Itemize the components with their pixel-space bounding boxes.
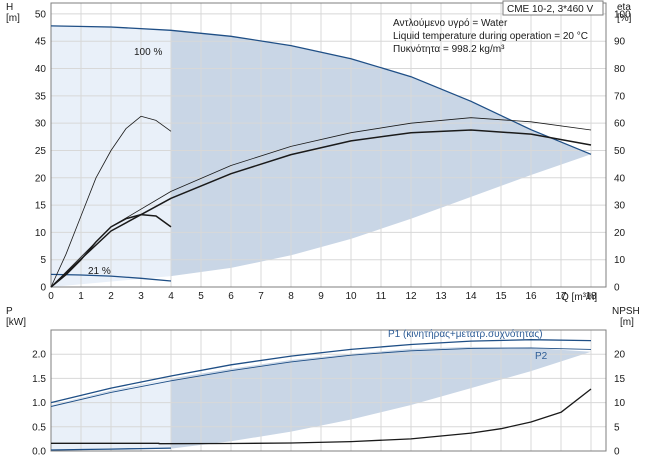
top-ytick-left: 15	[35, 201, 47, 212]
top-ytick-left: 0	[40, 283, 46, 294]
top-xtick: 0	[48, 291, 54, 302]
top-xtick: 8	[288, 291, 294, 302]
top-ytick-right: 70	[614, 91, 626, 102]
top-ytick-left: 40	[35, 64, 47, 75]
top-series-h-100	[50, 25, 592, 155]
h-axis-label: H	[6, 2, 13, 13]
top-xtick: 13	[435, 291, 447, 302]
top-xtick: 6	[228, 291, 234, 302]
p-axis-label: P	[6, 306, 13, 317]
eta-axis-unit: [%]	[617, 13, 632, 24]
top-xtick: 7	[258, 291, 264, 302]
bottom-ytick-right: 15	[614, 374, 626, 385]
top-xtick: 10	[345, 291, 357, 302]
top-ytick-right: 10	[614, 255, 626, 266]
info-line-temperature: Liquid temperature during operation = 20…	[393, 31, 588, 42]
top-ytick-right: 100	[614, 9, 631, 20]
top-series-h-21	[50, 273, 172, 282]
bottom-series-p1	[50, 339, 592, 404]
top-ytick-left: 35	[35, 91, 47, 102]
top-ytick-left: 20	[35, 173, 47, 184]
top-frame	[50, 2, 607, 288]
h-axis-unit: [m]	[6, 13, 20, 24]
top-ytick-left: 25	[35, 146, 47, 157]
top-ytick-right: 0	[614, 283, 620, 294]
top-xtick: 4	[168, 291, 174, 302]
power-npsh-plot: 0.0 0.5 1.0 1.5 2.0 0 5 10 15 20	[32, 329, 626, 458]
top-ytick-right: 30	[614, 201, 626, 212]
bottom-ytick-right: 10	[614, 398, 626, 409]
bottom-series-npsh	[51, 388, 592, 445]
bottom-ytick-right: 20	[614, 350, 626, 361]
bottom-ytick-left: 1.5	[32, 374, 46, 385]
npsh-axis-label: NPSH	[612, 306, 640, 317]
bottom-ytick-left: 0.0	[32, 447, 46, 458]
bottom-ytick-right: 5	[614, 422, 620, 433]
top-series-eta-21-thin	[50, 115, 172, 288]
top-xtick: 9	[318, 291, 324, 302]
bottom-frame	[50, 329, 607, 452]
info-line-fluid: Αντλούμενο υγρό = Water	[393, 17, 508, 29]
top-xtick: 12	[405, 291, 417, 302]
chart-title: CME 10-2, 3*460 V	[507, 4, 593, 15]
label-p2: P2	[535, 351, 548, 362]
top-xtick: 18	[585, 291, 597, 302]
top-ytick-left: 5	[40, 255, 46, 266]
bottom-series-p-21	[50, 447, 172, 451]
top-xtick: 3	[138, 291, 144, 302]
p-axis-unit: [kW]	[6, 317, 26, 328]
bottom-ytick-left: 1.0	[32, 398, 46, 409]
info-line-density: Πυκνότητα = 998.2 kg/m³	[393, 43, 505, 55]
top-series-eta-21-thick	[50, 213, 172, 288]
bottom-ytick-right: 0	[614, 447, 620, 458]
npsh-axis-unit: [m]	[620, 317, 634, 328]
label-p1: P1 (κινητήρας+μετατρ.συχνότητας)	[388, 328, 543, 340]
top-xtick: 15	[495, 291, 507, 302]
q-axis-label: Q [m³/h]	[561, 292, 597, 303]
top-xtick: 11	[376, 291, 387, 302]
title-box	[502, 0, 604, 16]
label-21-percent: 21 %	[88, 266, 111, 277]
top-ytick-left: 50	[35, 9, 47, 20]
label-100-percent: 100 %	[134, 47, 162, 58]
bottom-ytick-left: 2.0	[32, 350, 46, 361]
top-xtick: 16	[525, 291, 537, 302]
top-ytick-right: 50	[614, 146, 626, 157]
top-xtick: 17	[555, 291, 567, 302]
eta-axis-label: eta	[617, 2, 631, 13]
top-xtick: 2	[108, 291, 114, 302]
top-ytick-right: 40	[614, 173, 626, 184]
bottom-series-p2	[50, 347, 592, 407]
head-efficiency-plot: 0510152025303540455001020304050607080901…	[35, 2, 631, 302]
top-series-eta-100-thin	[50, 117, 592, 288]
top-ytick-left: 45	[35, 37, 47, 48]
top-ytick-right: 80	[614, 64, 626, 75]
top-xtick: 1	[78, 291, 84, 302]
top-ytick-right: 20	[614, 228, 626, 239]
top-xtick: 5	[198, 291, 204, 302]
top-ytick-right: 90	[614, 37, 626, 48]
top-ytick-right: 60	[614, 119, 626, 130]
top-xtick: 14	[465, 291, 477, 302]
top-ytick-left: 30	[35, 119, 47, 130]
bottom-ytick-left: 0.5	[32, 422, 46, 433]
top-ytick-left: 10	[35, 228, 47, 239]
